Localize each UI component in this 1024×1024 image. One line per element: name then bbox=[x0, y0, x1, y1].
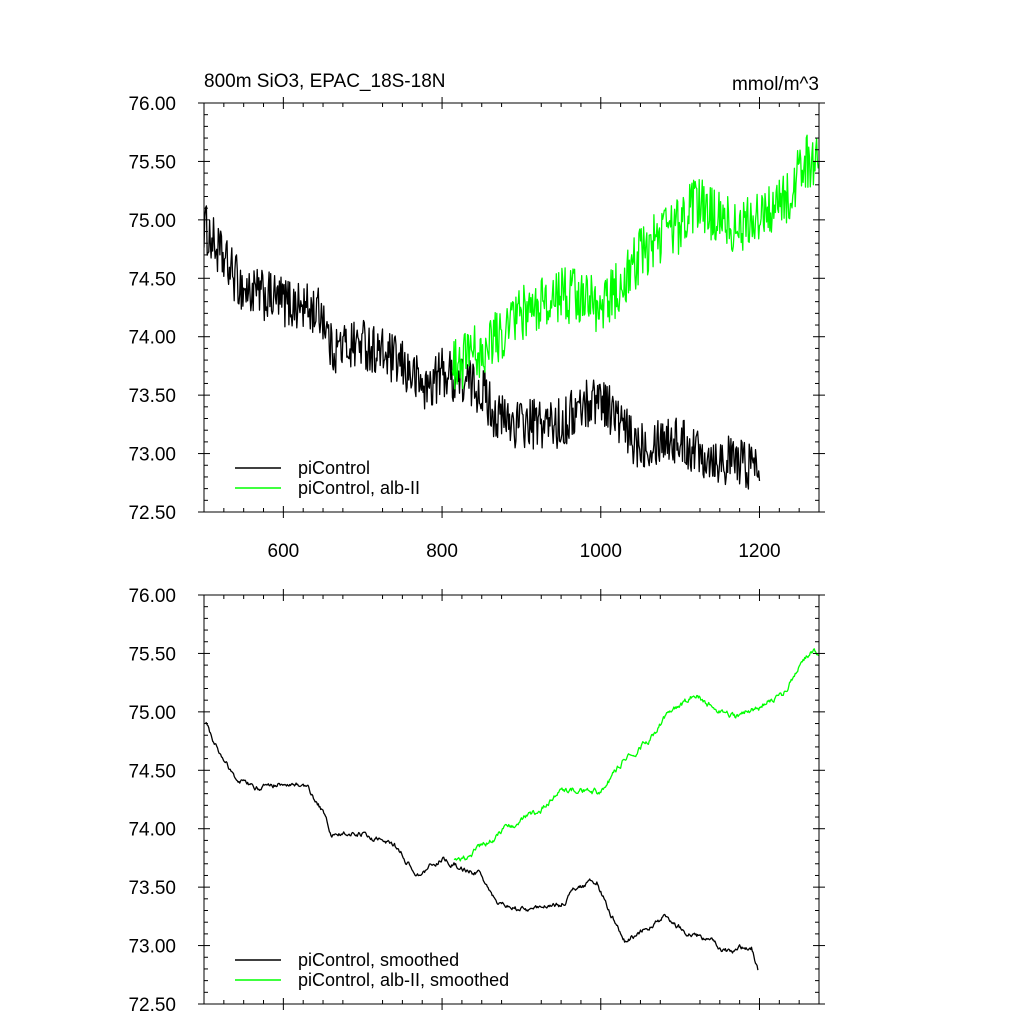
y-tick-label: 74.00 bbox=[128, 820, 176, 841]
x-tick-label: 600 bbox=[268, 541, 300, 562]
y-tick-label: 75.50 bbox=[128, 152, 176, 173]
y-tick-label: 73.50 bbox=[128, 878, 176, 899]
y-tick-label: 74.50 bbox=[128, 761, 176, 782]
series-line-2 bbox=[451, 134, 819, 390]
bottom-panel: 72.50 73.00 73.50 74.00 74.50 75.00 75.50 76.00… bbox=[128, 586, 825, 1016]
x-tick-label: 1200 bbox=[738, 541, 780, 562]
x-tick-label: 800 bbox=[426, 541, 458, 562]
legend-label: piControl, alb-II bbox=[298, 478, 420, 498]
plot-frame bbox=[203, 594, 820, 1005]
legend-entry-1: piControl bbox=[235, 458, 370, 478]
legend-entry-1: piControl, smoothed bbox=[235, 950, 459, 970]
y-tick-label: 72.50 bbox=[128, 995, 176, 1016]
series-lines bbox=[204, 134, 819, 490]
series-line-2 bbox=[453, 648, 819, 862]
y-tick-label: 75.00 bbox=[128, 703, 176, 724]
y-tick-label: 73.00 bbox=[128, 445, 176, 466]
chart-title: 800m SiO3, EPAC_18S-18N bbox=[204, 71, 446, 92]
series-line-1 bbox=[204, 205, 761, 490]
legend-entry-2: piControl, alb-II bbox=[235, 478, 420, 498]
y-tick-label: 73.00 bbox=[128, 937, 176, 958]
y-tick-label: 75.50 bbox=[128, 644, 176, 665]
legend-label: piControl, smoothed bbox=[298, 950, 459, 970]
units-label: mmol/m^3 bbox=[732, 74, 819, 95]
legend-label: piControl, alb-II, smoothed bbox=[298, 970, 509, 990]
y-tick-label: 72.50 bbox=[128, 503, 176, 524]
legend-entry-2: piControl, alb-II, smoothed bbox=[235, 970, 509, 990]
y-tick-label: 74.00 bbox=[128, 328, 176, 349]
series-line-1 bbox=[205, 721, 759, 971]
y-tick-label: 76.00 bbox=[128, 586, 176, 607]
y-tick-label: 73.50 bbox=[128, 386, 176, 407]
plot-frame bbox=[203, 102, 820, 513]
top-panel: 72.50 73.00 73.50 74.00 74.50 75.00 75.50 76.00… bbox=[128, 71, 825, 562]
y-tick-label: 76.00 bbox=[128, 94, 176, 115]
x-tick-label: 1000 bbox=[580, 541, 622, 562]
y-tick-label: 74.50 bbox=[128, 269, 176, 290]
y-tick-label: 75.00 bbox=[128, 211, 176, 232]
legend-label: piControl bbox=[298, 458, 370, 478]
series-lines bbox=[205, 648, 819, 971]
